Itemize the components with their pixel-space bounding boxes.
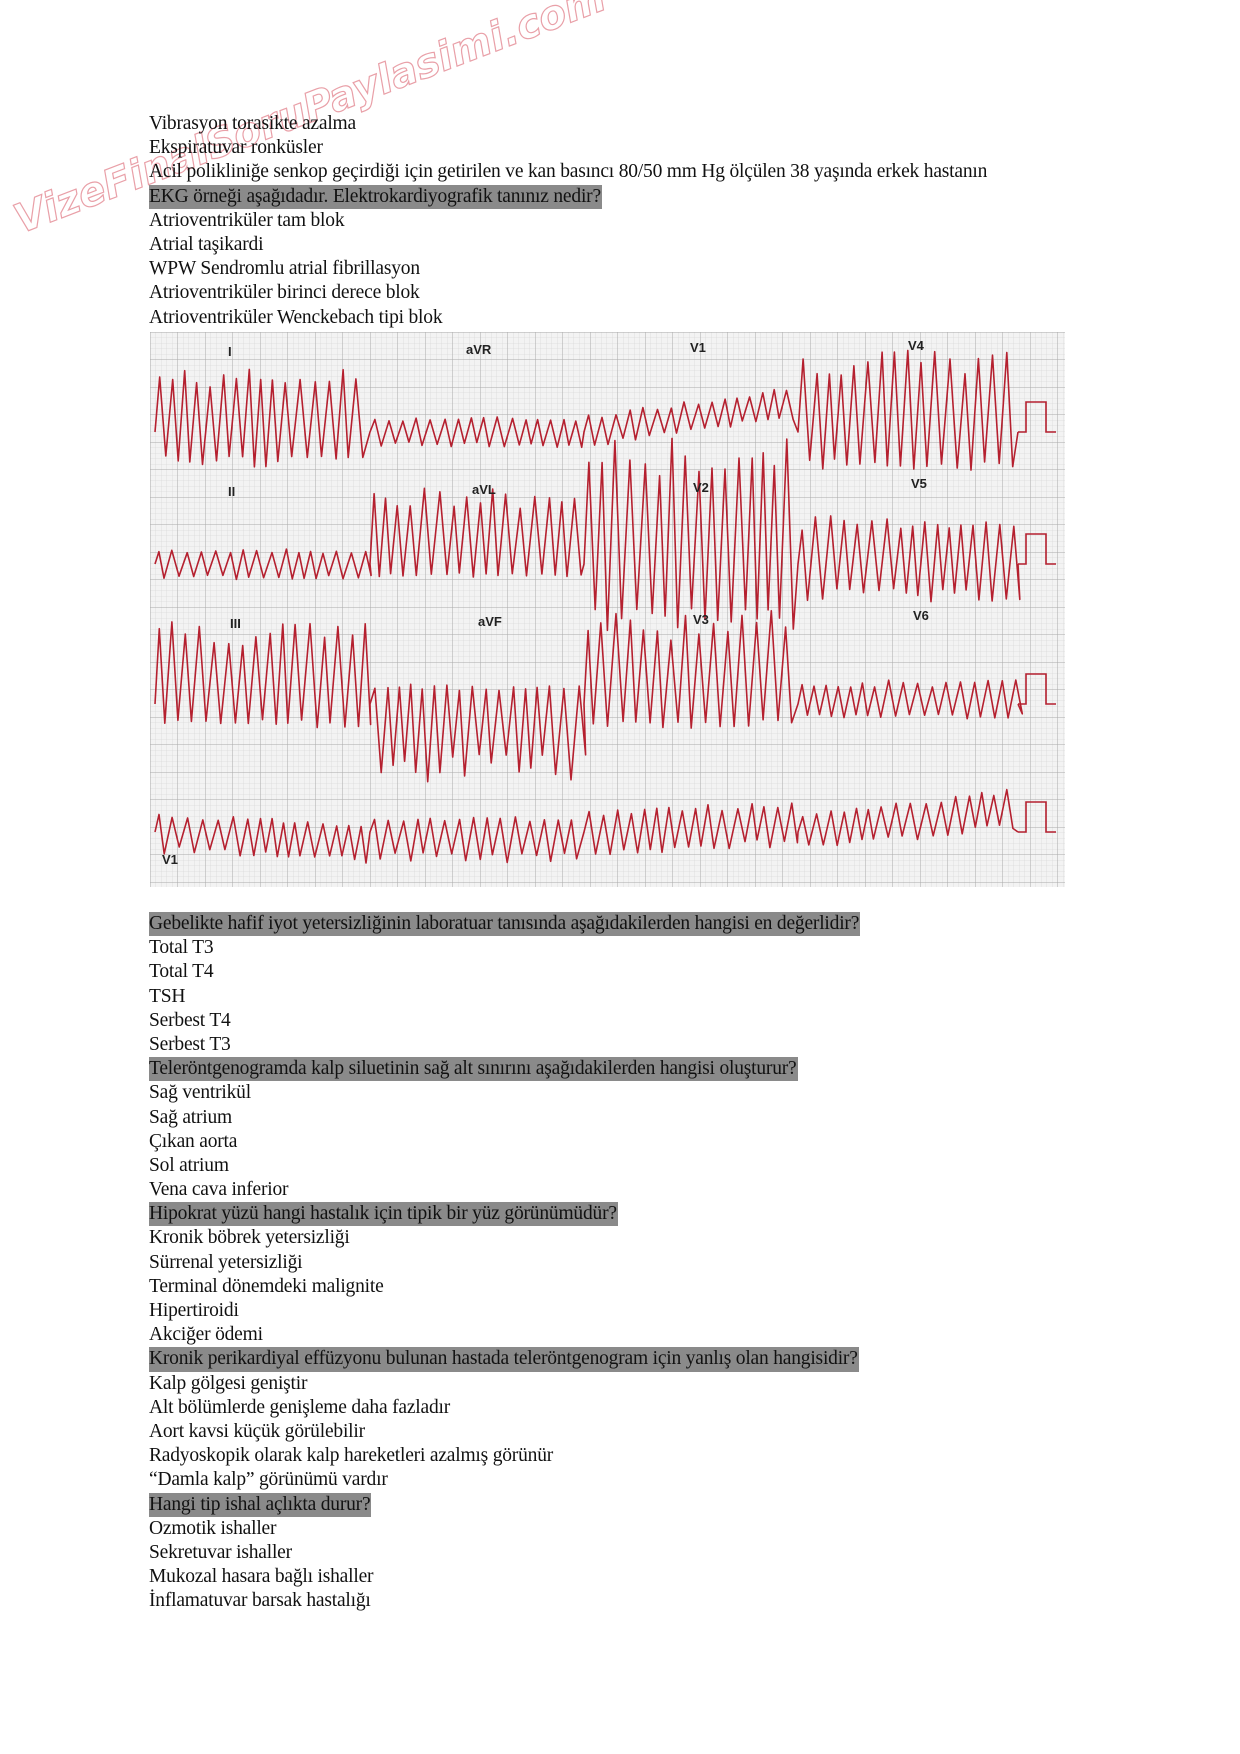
- calibration-pulse: [1018, 801, 1056, 833]
- option: Serbest T4: [149, 1009, 231, 1031]
- lead-label: V5: [911, 476, 927, 491]
- ecg-image: I aVR V1 V4 II aVL V2 V5 III aVF V3 V6 V…: [150, 332, 1065, 887]
- lead-label: V2: [693, 480, 709, 495]
- questions-list: Gebelikte hafif iyot yetersizliğinin lab…: [149, 912, 861, 1613]
- option: Sürrenal yetersizliği: [149, 1251, 303, 1273]
- lead-label: aVF: [478, 614, 502, 629]
- ecg-trace-row-1: [154, 349, 1019, 471]
- option: Total T3: [149, 937, 214, 959]
- option: Sol atrium: [149, 1154, 229, 1176]
- option: Terminal dönemdeki malignite: [149, 1275, 384, 1297]
- lead-label: III: [230, 616, 241, 631]
- option: Total T4: [149, 961, 214, 983]
- calibration-pulse: [1018, 401, 1056, 433]
- calibration-pulse: [1018, 673, 1056, 705]
- lead-label: V4: [908, 338, 925, 353]
- question-text: Acil polikliniğe senkop geçirdiği için g…: [149, 161, 988, 183]
- question-text-highlighted: Teleröntgenogramda kalp siluetinin sağ a…: [149, 1057, 860, 1082]
- option: Sağ atrium: [149, 1106, 233, 1128]
- lead-label: I: [228, 344, 232, 359]
- option: Akciğer ödemi: [149, 1324, 263, 1346]
- option: Aort kavsi küçük görülebilir: [149, 1420, 365, 1442]
- option: İnflamatuvar barsak hastalığı: [149, 1590, 371, 1612]
- question-text-highlighted: EKG örneği aşağıdadır. Elektrokardiyogra…: [149, 184, 988, 209]
- option: Atrioventriküler tam blok: [149, 209, 345, 231]
- option: Vena cava inferior: [149, 1179, 289, 1201]
- ecg-rhythm-strip: [154, 788, 1019, 864]
- option: Mukozal hasara bağlı ishaller: [149, 1566, 374, 1588]
- option: Kronik böbrek yetersizliği: [149, 1227, 350, 1249]
- option: Ozmotik ishaller: [149, 1517, 277, 1539]
- calibration-pulse: [1018, 533, 1056, 565]
- lead-label: V3: [693, 612, 709, 627]
- lead-label: V1: [162, 852, 178, 867]
- option: Atrioventriküler Wenckebach tipi blok: [149, 306, 443, 328]
- lead-label: II: [228, 484, 235, 499]
- option: WPW Sendromlu atrial fibrillasyon: [149, 258, 420, 280]
- option: Radyoskopik olarak kalp hareketleri azal…: [149, 1445, 554, 1467]
- question-text-highlighted: Kronik perikardiyal effüzyonu bulunan ha…: [149, 1347, 860, 1372]
- question-block-ecg: Vibrasyon torasikte azalma Ekspiratuvar …: [149, 112, 988, 330]
- option: Sekretuvar ishaller: [149, 1541, 292, 1563]
- option: Atrial taşikardi: [149, 233, 264, 255]
- lead-label: aVL: [472, 482, 496, 497]
- option: Alt bölümlerde genişleme daha fazladır: [149, 1396, 451, 1418]
- lead-label: V1: [690, 340, 706, 355]
- option: Çıkan aorta: [149, 1130, 238, 1152]
- option: Vibrasyon torasikte azalma: [149, 113, 356, 134]
- question-text-highlighted: Hipokrat yüzü hangi hastalık için tipik …: [149, 1202, 860, 1227]
- option: “Damla kalp” görünümü vardır: [149, 1469, 388, 1491]
- question-text-highlighted: Gebelikte hafif iyot yetersizliğinin lab…: [149, 912, 861, 937]
- ecg-trace-row-2: [154, 437, 1021, 632]
- ecg-trace-row-3: [154, 610, 1024, 783]
- option: Ekspiratuvar ronküsler: [149, 137, 323, 159]
- option: Atrioventriküler birinci derece blok: [149, 282, 420, 304]
- option: Hipertiroidi: [149, 1300, 239, 1321]
- lead-label: V6: [913, 608, 929, 623]
- question-text-highlighted: Hangi tip ishal açlıkta durur?: [149, 1492, 860, 1517]
- option: Serbest T3: [149, 1033, 231, 1055]
- option: TSH: [149, 985, 186, 1007]
- option: Kalp gölgesi geniştir: [149, 1372, 308, 1394]
- lead-label: aVR: [466, 342, 492, 357]
- option: Sağ ventrikül: [149, 1082, 251, 1104]
